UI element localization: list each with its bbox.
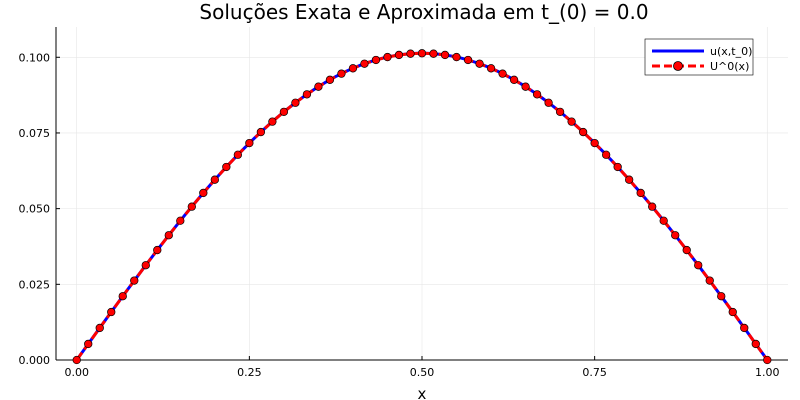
- legend-box: [644, 38, 754, 76]
- x-axis-ticks: 0.00 0.25 0.50 0.75 1.00: [64, 356, 780, 379]
- x-tick-label: 0.25: [237, 366, 262, 379]
- legend-marker-approx: [673, 61, 683, 71]
- chart-title: Soluções Exata e Aproximada em t_(0) = 0…: [199, 0, 648, 24]
- series-point-approx: [84, 339, 93, 349]
- series-point-approx: [130, 276, 139, 285]
- series-point-approx: [291, 98, 300, 107]
- series-point-approx: [153, 245, 162, 255]
- series-point-approx: [636, 188, 645, 198]
- series-point-approx: [187, 202, 196, 211]
- y-axis-ticks: 0.000 0.025 0.050 0.075 0.100: [19, 51, 60, 367]
- series-point-approx: [141, 261, 150, 270]
- series-point-approx: [256, 127, 266, 137]
- series-point-approx: [118, 292, 127, 301]
- series-point-approx: [222, 162, 231, 172]
- series-point-approx: [544, 98, 553, 107]
- y-tick-label: 0.050: [19, 203, 51, 216]
- series-point-approx: [107, 307, 116, 317]
- series-point-approx: [486, 64, 496, 73]
- x-tick-label: 0.75: [582, 366, 607, 379]
- series-point-approx: [95, 323, 104, 333]
- series-point-approx: [245, 138, 254, 148]
- series-point-approx: [475, 59, 484, 68]
- series-point-approx: [705, 276, 714, 285]
- series-point-approx: [210, 175, 219, 184]
- series-point-approx: [648, 202, 657, 211]
- series-point-approx: [694, 261, 703, 270]
- series-point-approx: [72, 355, 81, 365]
- series-point-approx: [314, 82, 323, 91]
- series-point-approx: [602, 150, 611, 159]
- y-tick-label: 0.025: [19, 278, 51, 291]
- y-tick-label: 0.100: [19, 51, 51, 64]
- series-point-approx: [625, 175, 634, 184]
- series-point-approx: [613, 162, 622, 172]
- x-tick-label: 0.50: [410, 366, 435, 379]
- series-point-approx: [164, 231, 173, 240]
- series-point-approx: [348, 64, 358, 73]
- series-point-approx: [659, 216, 668, 225]
- plot-area: [72, 49, 772, 365]
- series-point-approx: [578, 127, 588, 137]
- x-tick-label: 0.00: [64, 366, 89, 379]
- series-point-approx: [268, 117, 277, 126]
- legend-label-approx: U^0(x): [710, 60, 749, 73]
- y-tick-label: 0.000: [19, 354, 51, 367]
- series-point-approx: [302, 90, 312, 99]
- x-axis-label: x: [418, 385, 427, 400]
- series-point-approx: [417, 49, 427, 58]
- series-point-approx: [394, 50, 404, 60]
- series-point-approx: [429, 49, 438, 58]
- series-point-approx: [452, 52, 461, 62]
- legend: u(x,t_0) U^0(x): [644, 38, 754, 76]
- series-point-approx: [567, 117, 576, 126]
- legend-label-exact: u(x,t_0): [710, 45, 752, 58]
- series-point-approx: [498, 69, 507, 78]
- series-point-approx: [717, 292, 726, 301]
- grid: [56, 27, 788, 361]
- series-point-approx: [532, 90, 542, 99]
- series-point-approx: [325, 75, 335, 84]
- series-point-approx: [440, 50, 450, 60]
- series-point-approx: [406, 49, 415, 58]
- series-point-approx: [279, 107, 289, 116]
- series-point-approx: [463, 55, 473, 65]
- series-point-approx: [233, 150, 243, 159]
- series-point-approx: [728, 307, 737, 317]
- series-point-approx: [521, 82, 530, 91]
- x-tick-label: 1.00: [755, 366, 780, 379]
- series-point-approx: [751, 339, 760, 349]
- series-point-approx: [590, 138, 599, 148]
- series-point-approx: [199, 188, 208, 198]
- series-point-approx: [671, 231, 680, 240]
- series-point-approx: [360, 59, 369, 68]
- series-point-approx: [371, 55, 381, 65]
- y-tick-label: 0.075: [19, 127, 51, 140]
- series-point-approx: [555, 107, 565, 116]
- series-point-approx: [682, 245, 691, 255]
- series-point-approx: [509, 75, 519, 84]
- series-point-approx: [337, 69, 346, 78]
- series-point-approx: [740, 323, 749, 333]
- series-point-approx: [176, 216, 185, 225]
- series-point-approx: [383, 52, 392, 62]
- series-point-approx: [763, 355, 772, 365]
